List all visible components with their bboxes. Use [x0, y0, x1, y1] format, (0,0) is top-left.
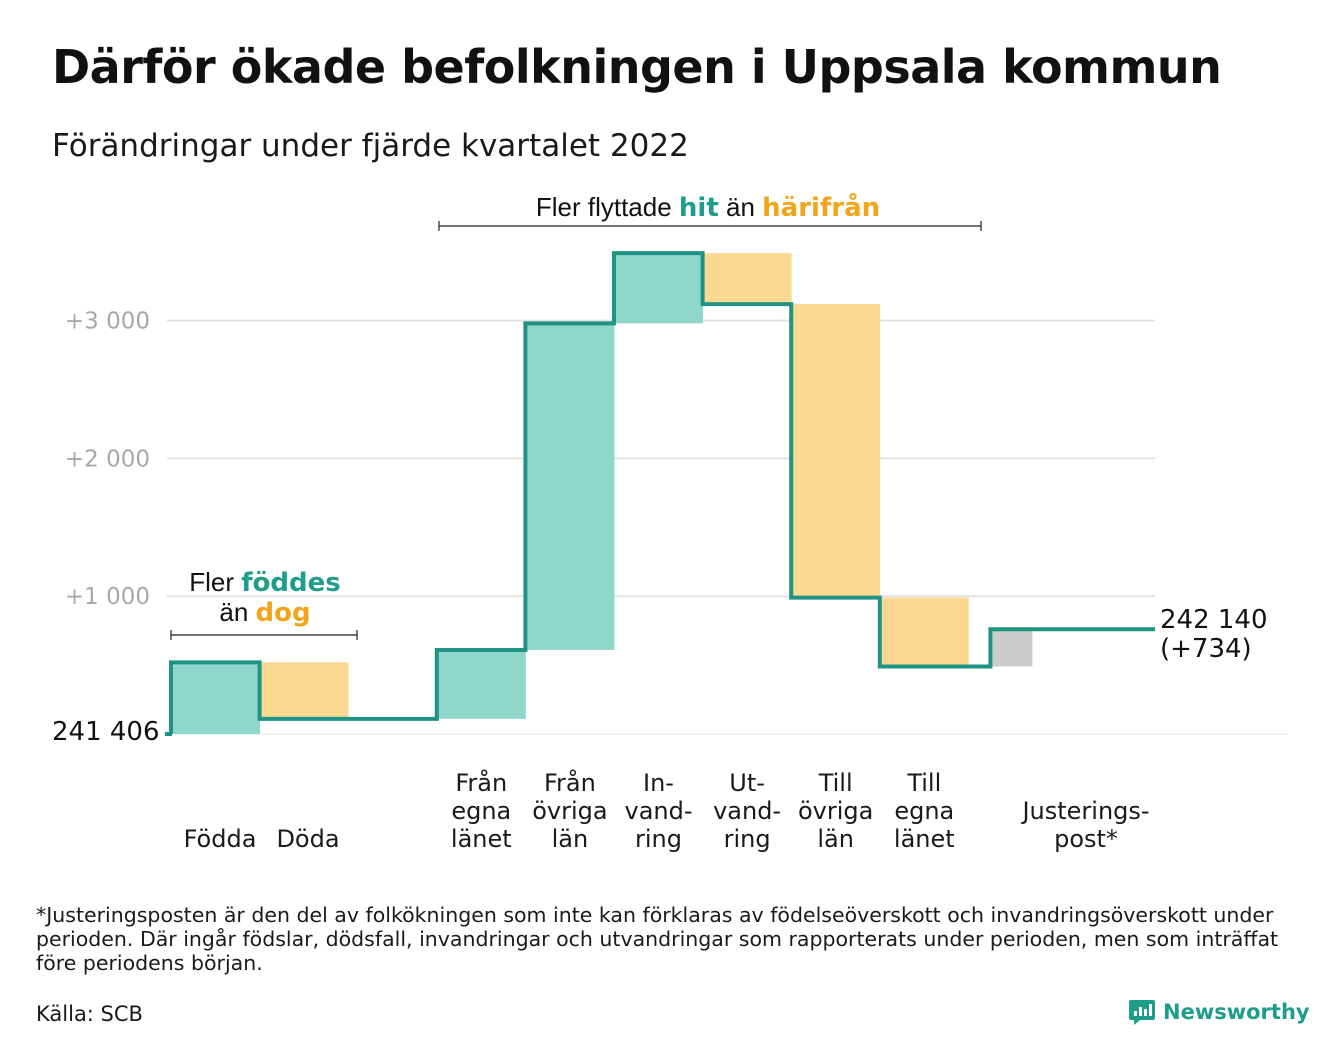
- births-annotation-line2: än dog: [219, 597, 310, 628]
- category-label: Ut-: [729, 769, 765, 797]
- category-label: Justerings-: [1020, 797, 1149, 825]
- category-label: län: [817, 825, 854, 853]
- bar-till-egna-länet: [879, 597, 969, 667]
- bar-födda: [171, 662, 260, 734]
- page-subtitle: Förändringar under fjärde kvartalet 2022: [52, 128, 689, 164]
- migration-annotation: Fler flyttade hit än härifrån: [536, 191, 880, 223]
- category-label: post*: [1054, 825, 1118, 853]
- harifran-highlight: härifrån: [762, 191, 880, 223]
- end-value-label: 242 140: [1160, 605, 1268, 635]
- newsworthy-logo: Newsworthy: [1128, 998, 1310, 1026]
- category-label: In-: [643, 769, 674, 797]
- bars: [171, 253, 1033, 734]
- category-label: ring: [635, 825, 682, 853]
- category-label: Döda: [276, 825, 339, 853]
- category-label: ring: [724, 825, 771, 853]
- bar-från-egna-länet: [436, 649, 526, 719]
- y-tick-label: +3 000: [65, 309, 150, 335]
- category-label: egna: [894, 797, 954, 825]
- births-bracket: [170, 630, 358, 640]
- births-highlight: föddes: [241, 568, 341, 598]
- waterfall-chart: +1 000+2 000+3 000 Födda DödaFrånegnaläne…: [52, 191, 1288, 853]
- category-labels: Födda DödaFrånegnalänetFrånövrigalänIn-va…: [184, 768, 1150, 853]
- end-change-label: (+734): [1160, 634, 1252, 664]
- y-tick-label: +2 000: [65, 446, 150, 472]
- migration-bracket: [438, 221, 982, 231]
- baseline-label: 241 406: [52, 717, 160, 747]
- category-label: vand-: [713, 797, 781, 825]
- step-line: [165, 251, 1155, 736]
- category-label: län: [552, 825, 589, 853]
- category-label: länet: [894, 825, 955, 853]
- bar-justeringspost-: [990, 629, 1033, 667]
- newsworthy-logo-text: Newsworthy: [1163, 1000, 1310, 1024]
- deaths-highlight: dog: [256, 598, 311, 628]
- page-title: Därför ökade befolkningen i Uppsala komm…: [52, 40, 1222, 94]
- births-annotation-line1: Fler föddes: [189, 567, 341, 598]
- category-label: Till: [906, 769, 941, 797]
- bar-in-vandring: [614, 253, 703, 324]
- hit-highlight: hit: [679, 193, 719, 223]
- category-label: övriga: [532, 797, 607, 825]
- bar-till-övriga-län: [791, 304, 881, 598]
- footnote: *Justeringsposten är den del av folkökni…: [36, 903, 1279, 975]
- category-label: länet: [451, 825, 512, 853]
- category-label: Födda: [184, 825, 257, 853]
- category-label: Till: [818, 769, 853, 797]
- cumulative-step-line: [169, 251, 1155, 734]
- y-tick-label: +1 000: [65, 584, 150, 610]
- category-label: vand-: [624, 797, 692, 825]
- gridlines: +1 000 +2 000 +3 000: [65, 309, 1288, 735]
- category-label: övriga: [798, 797, 873, 825]
- source-label: Källa: SCB: [36, 1002, 143, 1026]
- bar-ut-vandring: [702, 253, 792, 305]
- category-label: Från: [455, 768, 507, 797]
- category-label: egna: [451, 797, 511, 825]
- newsworthy-logo-icon: [1129, 1000, 1155, 1025]
- bar-från-övriga-län: [525, 323, 615, 650]
- bar-döda: [259, 662, 349, 719]
- category-label: Från: [544, 768, 596, 797]
